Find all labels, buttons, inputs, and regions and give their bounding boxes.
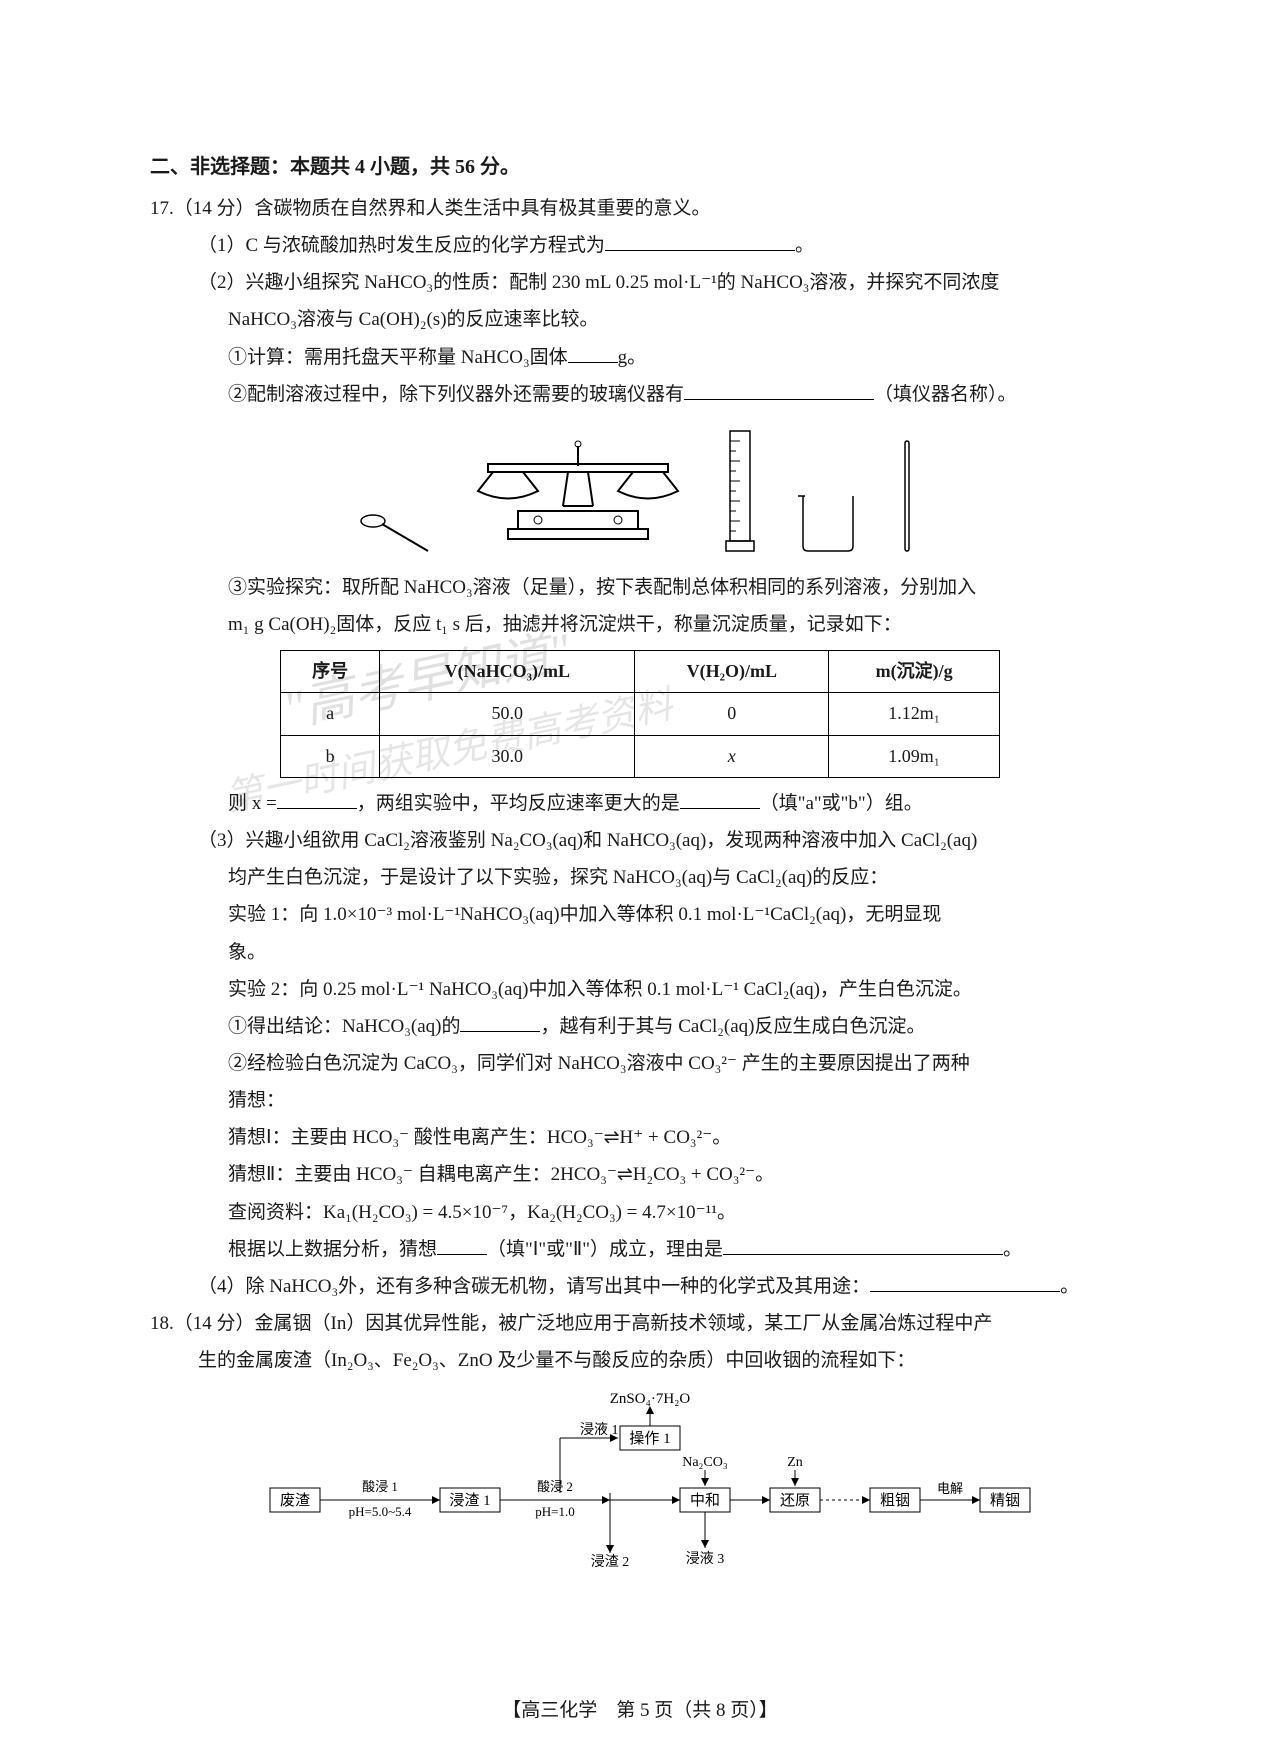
- q18-stem-b: 生的金属废渣（In₂O₃、Fe₂O₃、ZnO 及少量不与酸反应的杂质）中回收铟的…: [198, 1350, 915, 1371]
- q17-g1: 猜想Ⅰ：主要由 HCO₃⁻ 酸性电离产生：HCO₃⁻⇌H⁺ + CO₃²⁻。: [228, 1127, 731, 1148]
- q17-points: （14 分）: [174, 198, 255, 219]
- apparatus-figure: [150, 426, 1130, 556]
- table-header: V(H₂O)/mL: [635, 651, 829, 693]
- q17-exp1b: 象。: [228, 942, 266, 963]
- section-header: 二、非选择题：本题共 4 小题，共 56 分。: [150, 150, 1130, 179]
- table-header: 序号: [281, 651, 380, 693]
- question-18: 18.（14 分）金属铟（In）因其优异性能，被广泛地应用于高新技术领域，某工厂…: [150, 1306, 1130, 1568]
- table-header: V(NaHCO₃)/mL: [380, 651, 635, 693]
- flowchart: ZnSO₄·7H₂O 操作 1 浸液 1 废渣 酸浸 1 pH=5.0~5.4 …: [150, 1388, 1130, 1568]
- q17-p1-end: 。: [795, 235, 814, 256]
- q17-p2-2: ②配制溶液过程中，除下列仪器外还需要的玻璃仪器有: [228, 384, 684, 405]
- svg-text:中和: 中和: [690, 1492, 720, 1509]
- blank: [277, 788, 357, 809]
- table-cell: 1.12m₁: [829, 693, 1000, 735]
- q17-conc-b: （填"Ⅰ"或"Ⅱ"）成立，理由是: [487, 1239, 723, 1260]
- page-footer: 高三化学 第 5 页（共 8 页）: [0, 1695, 1280, 1722]
- q18-stem-a: 金属铟（In）因其优异性能，被广泛地应用于高新技术领域，某工厂从金属冶炼过程中产: [255, 1313, 993, 1334]
- svg-text:pH=5.0~5.4: pH=5.0~5.4: [349, 1504, 412, 1519]
- q17-p2-1-end: g。: [618, 347, 647, 368]
- q17-then-c: （填"a"或"b"）组。: [760, 793, 923, 814]
- q17-num: 17.: [150, 198, 174, 219]
- q17-p2-2-end: （填仪器名称）。: [874, 384, 1017, 405]
- svg-text:酸浸 2: 酸浸 2: [537, 1479, 573, 1494]
- svg-text:电解: 电解: [937, 1481, 963, 1496]
- balance-icon: [468, 436, 688, 556]
- table-row: a 50.0 0 1.12m₁: [281, 693, 1000, 735]
- svg-text:浸渣 2: 浸渣 2: [591, 1554, 630, 1568]
- q17-exp1a: 实验 1：向 1.0×10⁻³ mol·L⁻¹NaHCO₃(aq)中加入等体积 …: [228, 904, 941, 925]
- q17-c2a: ②经检验白色沉淀为 CaCO₃，同学们对 NaHCO₃溶液中 CO₃²⁻ 产生的…: [228, 1053, 970, 1074]
- svg-text:废渣: 废渣: [280, 1492, 310, 1509]
- q17-p3a: （3）兴趣小组欲用 CaCl₂溶液鉴别 Na₂CO₃(aq)和 NaHCO₃(a…: [198, 830, 977, 851]
- q17-p2-3a: ③实验探究：取所配 NaHCO₃溶液（足量），按下表配制总体积相同的系列溶液，分…: [228, 577, 976, 598]
- svg-text:浸液 3: 浸液 3: [686, 1551, 725, 1567]
- flow-top: ZnSO₄·7H₂O: [610, 1391, 691, 1407]
- table-cell: a: [281, 693, 380, 735]
- q17-p1: （1）C 与浓硫酸加热时发生反应的化学方程式为: [198, 235, 605, 256]
- blank: [870, 1271, 1060, 1292]
- q17-p3b: 均产生白色沉淀，于是设计了以下实验，探究 NaHCO₃(aq)与 CaCl₂(a…: [228, 867, 888, 888]
- experiment-table: 序号 V(NaHCO₃)/mL V(H₂O)/mL m(沉淀)/g a 50.0…: [280, 650, 1000, 778]
- svg-text:酸浸 1: 酸浸 1: [362, 1479, 398, 1494]
- q17-g2: 猜想Ⅱ：主要由 HCO₃⁻ 自耦电离产生：2HCO₃⁻⇌H₂CO₃ + CO₃²…: [228, 1164, 774, 1185]
- q17-c1b: ，越有利于其与 CaCl₂(aq)反应生成白色沉淀。: [540, 1016, 925, 1037]
- svg-text:还原: 还原: [780, 1492, 810, 1509]
- q17-p2a: （2）兴趣小组探究 NaHCO₃的性质：配制 230 mL 0.25 mol·L…: [198, 272, 999, 293]
- blank: [568, 342, 618, 363]
- table-cell: 1.09m₁: [829, 735, 1000, 777]
- svg-text:浸渣 1: 浸渣 1: [449, 1492, 490, 1509]
- svg-text:Na₂CO₃: Na₂CO₃: [682, 1455, 728, 1470]
- q17-stem: 含碳物质在自然界和人类生活中具有极其重要的意义。: [255, 198, 711, 219]
- q17-p2-1: ①计算：需用托盘天平称量 NaHCO₃固体: [228, 347, 568, 368]
- table-cell: 50.0: [380, 693, 635, 735]
- table-header: m(沉淀)/g: [829, 651, 1000, 693]
- q17-then-a: 则 x =: [228, 793, 277, 814]
- beaker-icon: [793, 486, 863, 556]
- q18-points: （14 分）: [174, 1313, 255, 1334]
- svg-text:Zn: Zn: [787, 1455, 803, 1470]
- q17-p4-end: 。: [1060, 1276, 1079, 1297]
- q17-exp2: 实验 2：向 0.25 mol·L⁻¹ NaHCO₃(aq)中加入等体积 0.1…: [228, 979, 972, 1000]
- svg-text:精铟: 精铟: [990, 1492, 1020, 1509]
- question-17: 17.（14 分）含碳物质在自然界和人类生活中具有极其重要的意义。 （1）C 与…: [150, 191, 1130, 1304]
- q17-p4: （4）除 NaHCO₃外，还有多种含碳无机物，请写出其中一种的化学式及其用途：: [198, 1276, 870, 1297]
- cylinder-icon: [718, 426, 763, 556]
- q17-c1a: ①得出结论：NaHCO₃(aq)的: [228, 1016, 460, 1037]
- q17-p2-3b: m₁ g Ca(OH)₂固体，反应 t₁ s 后，抽滤并将沉淀烘干，称量沉淀质量…: [228, 614, 902, 635]
- svg-text:浸液 1: 浸液 1: [580, 1422, 619, 1438]
- q17-data: 查阅资料：Ka₁(H₂CO₃) = 4.5×10⁻⁷，Ka₂(H₂CO₃) = …: [228, 1202, 736, 1223]
- blank: [460, 1011, 540, 1032]
- q17-conc-c: 。: [1003, 1239, 1022, 1260]
- q18-num: 18.: [150, 1313, 174, 1334]
- svg-text:操作 1: 操作 1: [629, 1430, 670, 1447]
- table-cell: x: [635, 735, 829, 777]
- blank: [684, 379, 874, 400]
- q17-then-b: ，两组实验中，平均反应速率更大的是: [357, 793, 680, 814]
- q17-conc-a: 根据以上数据分析，猜想: [228, 1239, 437, 1260]
- blank: [437, 1234, 487, 1255]
- glass-rod-icon: [893, 436, 923, 556]
- blank: [723, 1234, 1003, 1255]
- table-cell: b: [281, 735, 380, 777]
- blank: [605, 230, 795, 251]
- spatula-icon: [358, 506, 438, 556]
- svg-text:粗铟: 粗铟: [880, 1492, 910, 1509]
- table-cell: 0: [635, 693, 829, 735]
- svg-text:pH=1.0: pH=1.0: [535, 1504, 574, 1519]
- table-cell: 30.0: [380, 735, 635, 777]
- table-row: b 30.0 x 1.09m₁: [281, 735, 1000, 777]
- blank: [680, 788, 760, 809]
- q17-c2b: 猜想：: [228, 1090, 285, 1111]
- flowchart-svg: ZnSO₄·7H₂O 操作 1 浸液 1 废渣 酸浸 1 pH=5.0~5.4 …: [240, 1388, 1040, 1568]
- q17-p2b: NaHCO₃溶液与 Ca(OH)₂(s)的反应速率比较。: [228, 309, 599, 330]
